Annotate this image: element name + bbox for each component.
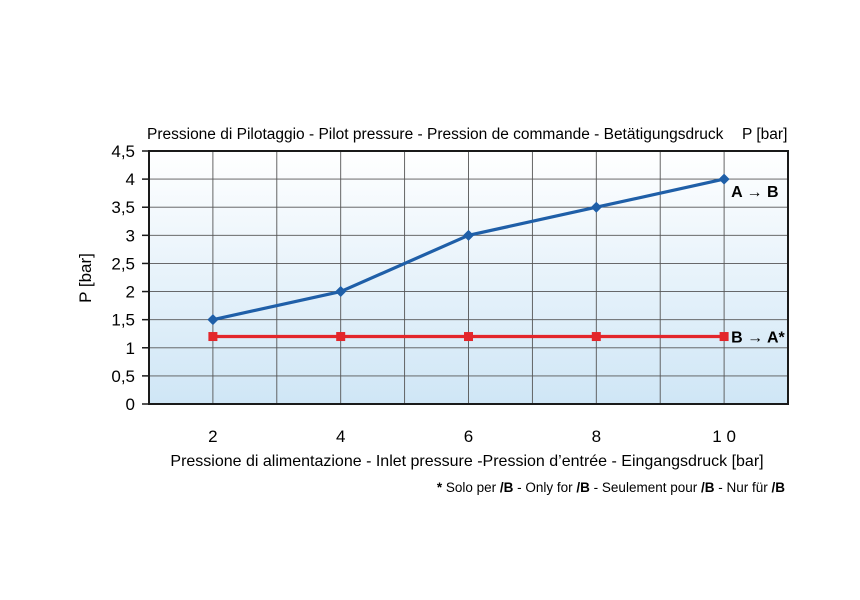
- y-axis-ticks: 0 0,5 1 1,5 2 2,5 3 3,5 4 4,5: [111, 142, 149, 414]
- y-tick-label: 1: [126, 339, 135, 358]
- footnote-part: - Seulement pour: [590, 480, 701, 495]
- footnote-part: /B: [772, 480, 786, 495]
- x-axis-ticks: 2 4 6 8 1 0: [208, 427, 736, 446]
- y-tick-label: 2,5: [111, 254, 135, 273]
- y-tick-label: 4,5: [111, 142, 135, 161]
- data-point: [335, 286, 347, 298]
- data-point: [591, 332, 601, 342]
- y-tick-label: 3: [126, 226, 135, 245]
- x-tick-label: 1 0: [712, 427, 736, 446]
- data-point: [463, 229, 474, 241]
- x-tick-label: 2: [208, 427, 217, 446]
- y-tick-label: 2: [126, 283, 135, 302]
- series-label: B → A*: [731, 330, 785, 347]
- data-point: [208, 332, 218, 342]
- x-tick-label: 4: [336, 427, 345, 446]
- footnote-part: /B: [576, 480, 590, 495]
- series-group: A → B B → A*: [207, 173, 786, 347]
- x-tick-label: 8: [592, 427, 601, 446]
- x-tick-label: 6: [464, 427, 473, 446]
- y-axis-label: P [bar]: [76, 253, 95, 303]
- x-axis-label: Pressione di alimentazione - Inlet press…: [170, 453, 763, 470]
- y-tick-label: 0,5: [111, 367, 135, 386]
- data-point: [590, 201, 602, 213]
- y-tick-label: 1,5: [111, 311, 135, 330]
- data-point: [207, 314, 219, 326]
- footnote-part: - Nur für: [714, 480, 771, 495]
- y-tick-label: 0: [126, 395, 135, 414]
- y-tick-label: 4: [126, 170, 135, 189]
- footnote-star: *: [437, 480, 443, 495]
- chart-title-unit: P [bar]: [742, 126, 787, 143]
- footnote-part: Solo per: [442, 480, 500, 495]
- footnote-part: /B: [701, 480, 715, 495]
- data-point: [718, 173, 730, 185]
- footnote: * Solo per /B - Only for /B - Seulement …: [437, 480, 785, 495]
- footnote-part: /B: [500, 480, 514, 495]
- data-point: [719, 332, 729, 342]
- series-label: A → B: [731, 184, 778, 201]
- data-point: [464, 332, 473, 342]
- y-tick-label: 3,5: [111, 198, 135, 217]
- plot-frame: [148, 150, 789, 405]
- chart-title: Pressione di Pilotaggio - Pilot pressure…: [147, 126, 724, 143]
- footnote-part: - Only for: [513, 480, 576, 495]
- data-point: [336, 332, 346, 342]
